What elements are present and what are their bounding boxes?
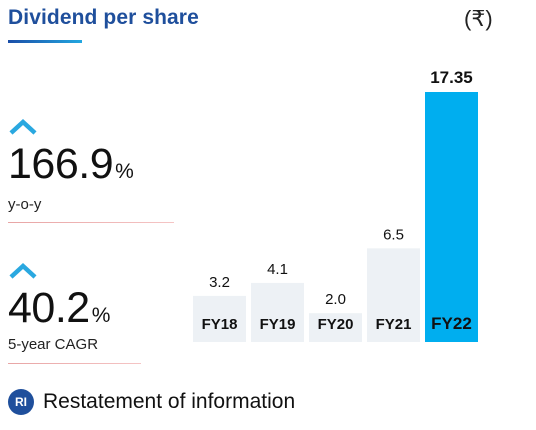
- data-label: 2.0: [325, 291, 346, 308]
- stat-unit: %: [91, 304, 111, 327]
- stat-divider: [8, 363, 141, 364]
- stat-label: y-o-y: [8, 196, 42, 213]
- data-label: 4.1: [267, 261, 288, 278]
- stat-value: 40.2%: [8, 284, 110, 333]
- bar-fy22: [425, 92, 478, 342]
- category-label: FY21: [376, 316, 412, 333]
- chevron-up-icon: [9, 262, 37, 279]
- stat-number: 166.9: [8, 140, 114, 188]
- data-label: 6.5: [383, 226, 404, 243]
- bar-fy18: [193, 295, 246, 342]
- legend-text: Restatement of information: [43, 390, 296, 413]
- legend: RI Restatement of information: [8, 389, 295, 415]
- stat-number: 40.2: [8, 284, 90, 332]
- stat-label: 5-year CAGR: [8, 336, 99, 353]
- chart-title: Dividend per share: [8, 6, 199, 29]
- category-label: FY19: [260, 316, 296, 333]
- data-label: 17.35: [430, 68, 473, 87]
- stat-value: 166.9%: [8, 140, 134, 189]
- chevron-up-icon: [9, 118, 37, 135]
- data-label: 3.2: [209, 274, 230, 291]
- stat-unit: %: [115, 160, 134, 183]
- bar-fy20: [309, 313, 362, 342]
- bar-fy21: [367, 248, 420, 342]
- bar-fy19: [251, 282, 304, 342]
- category-label: FY22: [431, 314, 472, 333]
- ri-badge: RI: [8, 389, 34, 415]
- currency-unit: (₹): [464, 6, 493, 31]
- title-underline: [8, 40, 82, 43]
- category-label: FY18: [202, 316, 238, 333]
- stat-divider: [8, 222, 174, 223]
- category-label: FY20: [318, 316, 354, 333]
